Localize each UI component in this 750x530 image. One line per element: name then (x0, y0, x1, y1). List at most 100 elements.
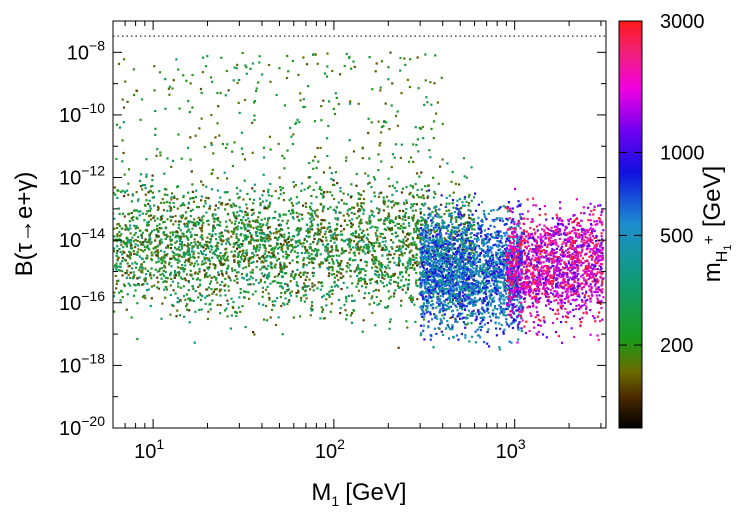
data-point (198, 284, 202, 287)
data-point (364, 172, 367, 175)
data-point (419, 227, 423, 230)
data-point (273, 254, 276, 257)
data-point (446, 162, 449, 165)
data-point (392, 274, 395, 277)
data-point (134, 243, 137, 246)
data-point (378, 209, 381, 212)
data-point (259, 278, 262, 281)
data-point (520, 317, 523, 320)
data-point (388, 250, 391, 253)
data-point (262, 190, 265, 193)
data-point (334, 171, 337, 174)
data-point (470, 199, 473, 202)
data-point (445, 209, 448, 212)
data-point (350, 270, 353, 273)
data-point (310, 309, 313, 312)
data-point (494, 291, 497, 294)
data-point (413, 243, 416, 246)
data-point (440, 239, 443, 242)
data-point (149, 185, 153, 188)
data-point (253, 190, 256, 193)
data-point (371, 88, 374, 91)
data-point (458, 266, 461, 269)
data-point (444, 254, 447, 257)
data-point (268, 244, 271, 247)
data-point (151, 230, 154, 233)
data-point (440, 238, 443, 241)
data-point (398, 209, 401, 212)
data-point (373, 191, 376, 194)
data-point (189, 263, 192, 266)
data-point (316, 240, 319, 243)
data-point (113, 247, 116, 250)
data-point (336, 218, 339, 221)
data-point (197, 296, 200, 299)
data-point (423, 103, 426, 106)
data-point (379, 89, 382, 92)
data-point (507, 201, 510, 204)
data-point (236, 63, 239, 66)
data-point (295, 202, 298, 205)
data-point (275, 93, 278, 97)
data-point (349, 257, 352, 260)
data-point (139, 266, 142, 269)
data-point (483, 229, 486, 232)
data-point (367, 243, 370, 246)
data-point (415, 253, 418, 256)
data-point (446, 229, 449, 232)
data-point (267, 251, 270, 254)
data-point (393, 156, 396, 159)
data-point (447, 258, 450, 261)
data-point (304, 247, 307, 250)
data-point (113, 212, 115, 215)
data-point (130, 211, 133, 215)
data-point (259, 280, 262, 283)
data-point (472, 267, 475, 270)
data-point (446, 261, 449, 264)
data-point (380, 262, 383, 265)
data-point (187, 297, 190, 300)
data-point (370, 209, 373, 212)
data-point (379, 263, 382, 266)
data-point (123, 241, 126, 244)
data-point (488, 262, 491, 265)
data-point (510, 275, 513, 278)
data-point (371, 258, 374, 261)
data-point (405, 186, 408, 189)
data-point (497, 273, 500, 276)
data-point (190, 262, 193, 265)
data-point (487, 238, 490, 242)
data-point (153, 89, 156, 92)
data-point (302, 263, 305, 266)
data-point (332, 273, 335, 276)
data-point (240, 131, 243, 134)
data-point (330, 237, 333, 240)
data-point (336, 249, 339, 252)
data-point (447, 289, 451, 292)
data-point (250, 238, 253, 241)
data-point (209, 245, 213, 248)
data-point (254, 290, 257, 293)
data-point (317, 248, 320, 252)
data-point (464, 231, 467, 234)
data-point (426, 276, 430, 279)
data-point (228, 198, 231, 202)
data-point (447, 337, 451, 340)
data-point (185, 79, 188, 82)
data-point (309, 208, 312, 211)
data-point (247, 242, 251, 245)
data-point (238, 79, 241, 82)
data-point (189, 209, 192, 213)
data-point (359, 276, 362, 280)
data-point (206, 275, 209, 279)
data-point (200, 91, 203, 95)
data-point (268, 255, 271, 258)
data-point (443, 288, 446, 291)
data-point (258, 256, 261, 260)
data-point (233, 260, 236, 263)
data-point (333, 112, 337, 116)
data-point (270, 195, 273, 198)
data-point (117, 62, 121, 65)
data-point (200, 308, 203, 311)
data-point (502, 244, 505, 247)
